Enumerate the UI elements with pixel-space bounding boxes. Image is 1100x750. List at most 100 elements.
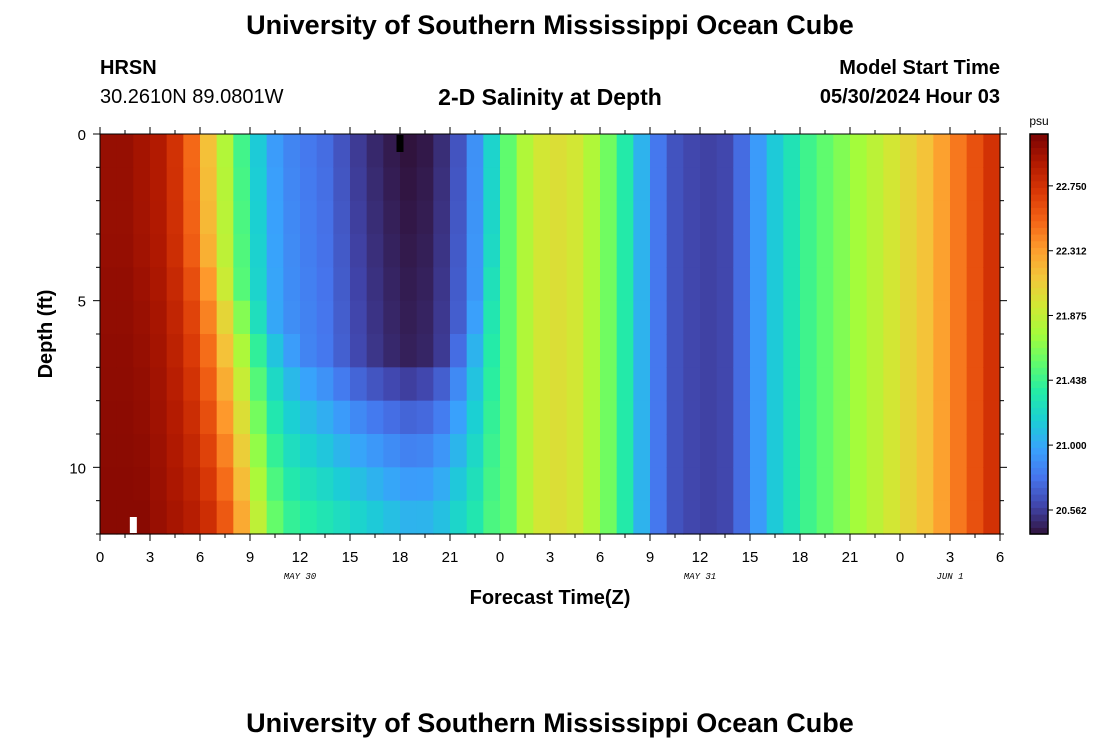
heatmap-cell <box>533 467 551 502</box>
heatmap-cell <box>666 300 684 335</box>
heatmap-cell <box>466 334 484 368</box>
heatmap-cell <box>216 167 234 202</box>
heatmap-cell <box>566 300 584 335</box>
heatmap-cell <box>950 134 968 168</box>
heatmap-cell <box>550 400 568 435</box>
heatmap-cell <box>100 334 118 368</box>
heatmap-cell <box>633 167 651 202</box>
heatmap-cell <box>800 167 818 202</box>
colorbar-segment <box>1030 327 1048 335</box>
heatmap-cell <box>716 267 734 302</box>
heatmap-cell <box>433 467 451 502</box>
heatmap-cell <box>850 234 868 268</box>
heatmap-cell <box>300 167 318 202</box>
heatmap-cell <box>733 400 751 435</box>
heatmap-cell <box>466 400 484 435</box>
heatmap-cell <box>333 334 351 368</box>
heatmap-cell <box>383 400 401 435</box>
heatmap-cell <box>416 300 434 335</box>
heatmap-cell <box>150 367 168 402</box>
heatmap-cell <box>816 400 834 435</box>
heatmap-cell <box>250 434 268 468</box>
heatmap-cell <box>183 234 201 268</box>
heatmap-cell <box>500 500 518 535</box>
heatmap-cell <box>383 200 401 235</box>
heatmap-cell <box>833 134 851 168</box>
heatmap-cell <box>266 500 284 535</box>
heatmap-cell <box>916 300 934 335</box>
heatmap-cell <box>533 300 551 335</box>
heatmap-cell <box>733 234 751 268</box>
heatmap-cell <box>166 167 184 202</box>
heatmap-cell <box>666 167 684 202</box>
colorbar-tick-label: 20.562 <box>1056 506 1087 517</box>
heatmap-cell <box>883 200 901 235</box>
heatmap-cell <box>566 134 584 168</box>
heatmap-cell <box>416 134 434 168</box>
heatmap-cell <box>233 500 251 535</box>
heatmap-cell <box>900 167 918 202</box>
heatmap-cell <box>866 300 884 335</box>
heatmap-cell <box>650 434 668 468</box>
heatmap-cell <box>400 467 418 502</box>
heatmap-cell <box>500 334 518 368</box>
heatmap-cell <box>766 367 784 402</box>
heatmap-cell <box>983 200 1001 235</box>
heatmap-cell <box>116 267 134 302</box>
colorbar-segment <box>1030 394 1048 402</box>
heatmap-cell <box>700 500 718 535</box>
markers <box>129 135 404 533</box>
heatmap-cell <box>116 400 134 435</box>
heatmap-cell <box>133 334 151 368</box>
heatmap-cell <box>600 400 618 435</box>
heatmap-cell <box>933 400 951 435</box>
heatmap-cell <box>916 334 934 368</box>
heatmap-cell <box>966 267 984 302</box>
heatmap-cell <box>100 467 118 502</box>
heatmap-cell <box>166 300 184 335</box>
heatmap-cell <box>500 300 518 335</box>
heatmap-cell <box>316 200 334 235</box>
heatmap-cell <box>183 367 201 402</box>
heatmap-cell <box>416 200 434 235</box>
heatmap-cell <box>616 200 634 235</box>
heatmap-cell <box>466 267 484 302</box>
heatmap-cell <box>750 234 768 268</box>
heatmap-cell <box>716 334 734 368</box>
x-tick-label: 12 <box>292 549 309 566</box>
heatmap-cell <box>516 467 534 502</box>
heatmap-cell <box>516 334 534 368</box>
heatmap-cell <box>400 200 418 235</box>
y-tick-label: 10 <box>69 460 86 477</box>
heatmap-cell <box>766 400 784 435</box>
heatmap-cell <box>533 400 551 435</box>
heatmap-cell <box>483 500 501 535</box>
heatmap-cell <box>983 500 1001 535</box>
heatmap-cell <box>550 267 568 302</box>
heatmap-cell <box>350 467 368 502</box>
heatmap-cell <box>366 134 384 168</box>
heatmap-cell <box>833 400 851 435</box>
heatmap-cell <box>683 367 701 402</box>
heatmap-cell <box>900 367 918 402</box>
heatmap-cell <box>666 400 684 435</box>
heatmap-cell <box>116 167 134 202</box>
heatmap-cell <box>800 434 818 468</box>
heatmap-cell <box>866 167 884 202</box>
heatmap-cell <box>533 334 551 368</box>
heatmap-cell <box>583 267 601 302</box>
heatmap-cell <box>366 300 384 335</box>
heatmap-cell <box>116 234 134 268</box>
heatmap-cell <box>333 434 351 468</box>
heatmap-cell <box>683 134 701 168</box>
x-tick-label: 18 <box>392 549 409 566</box>
heatmap-cell <box>450 467 468 502</box>
heatmap-cell <box>233 434 251 468</box>
heatmap-cell <box>100 200 118 235</box>
heatmap-cell <box>950 300 968 335</box>
heatmap-cell <box>666 467 684 502</box>
heatmap-cell <box>150 467 168 502</box>
heatmap-cell <box>200 300 218 335</box>
heatmap-cell <box>850 267 868 302</box>
heatmap-cell <box>883 267 901 302</box>
